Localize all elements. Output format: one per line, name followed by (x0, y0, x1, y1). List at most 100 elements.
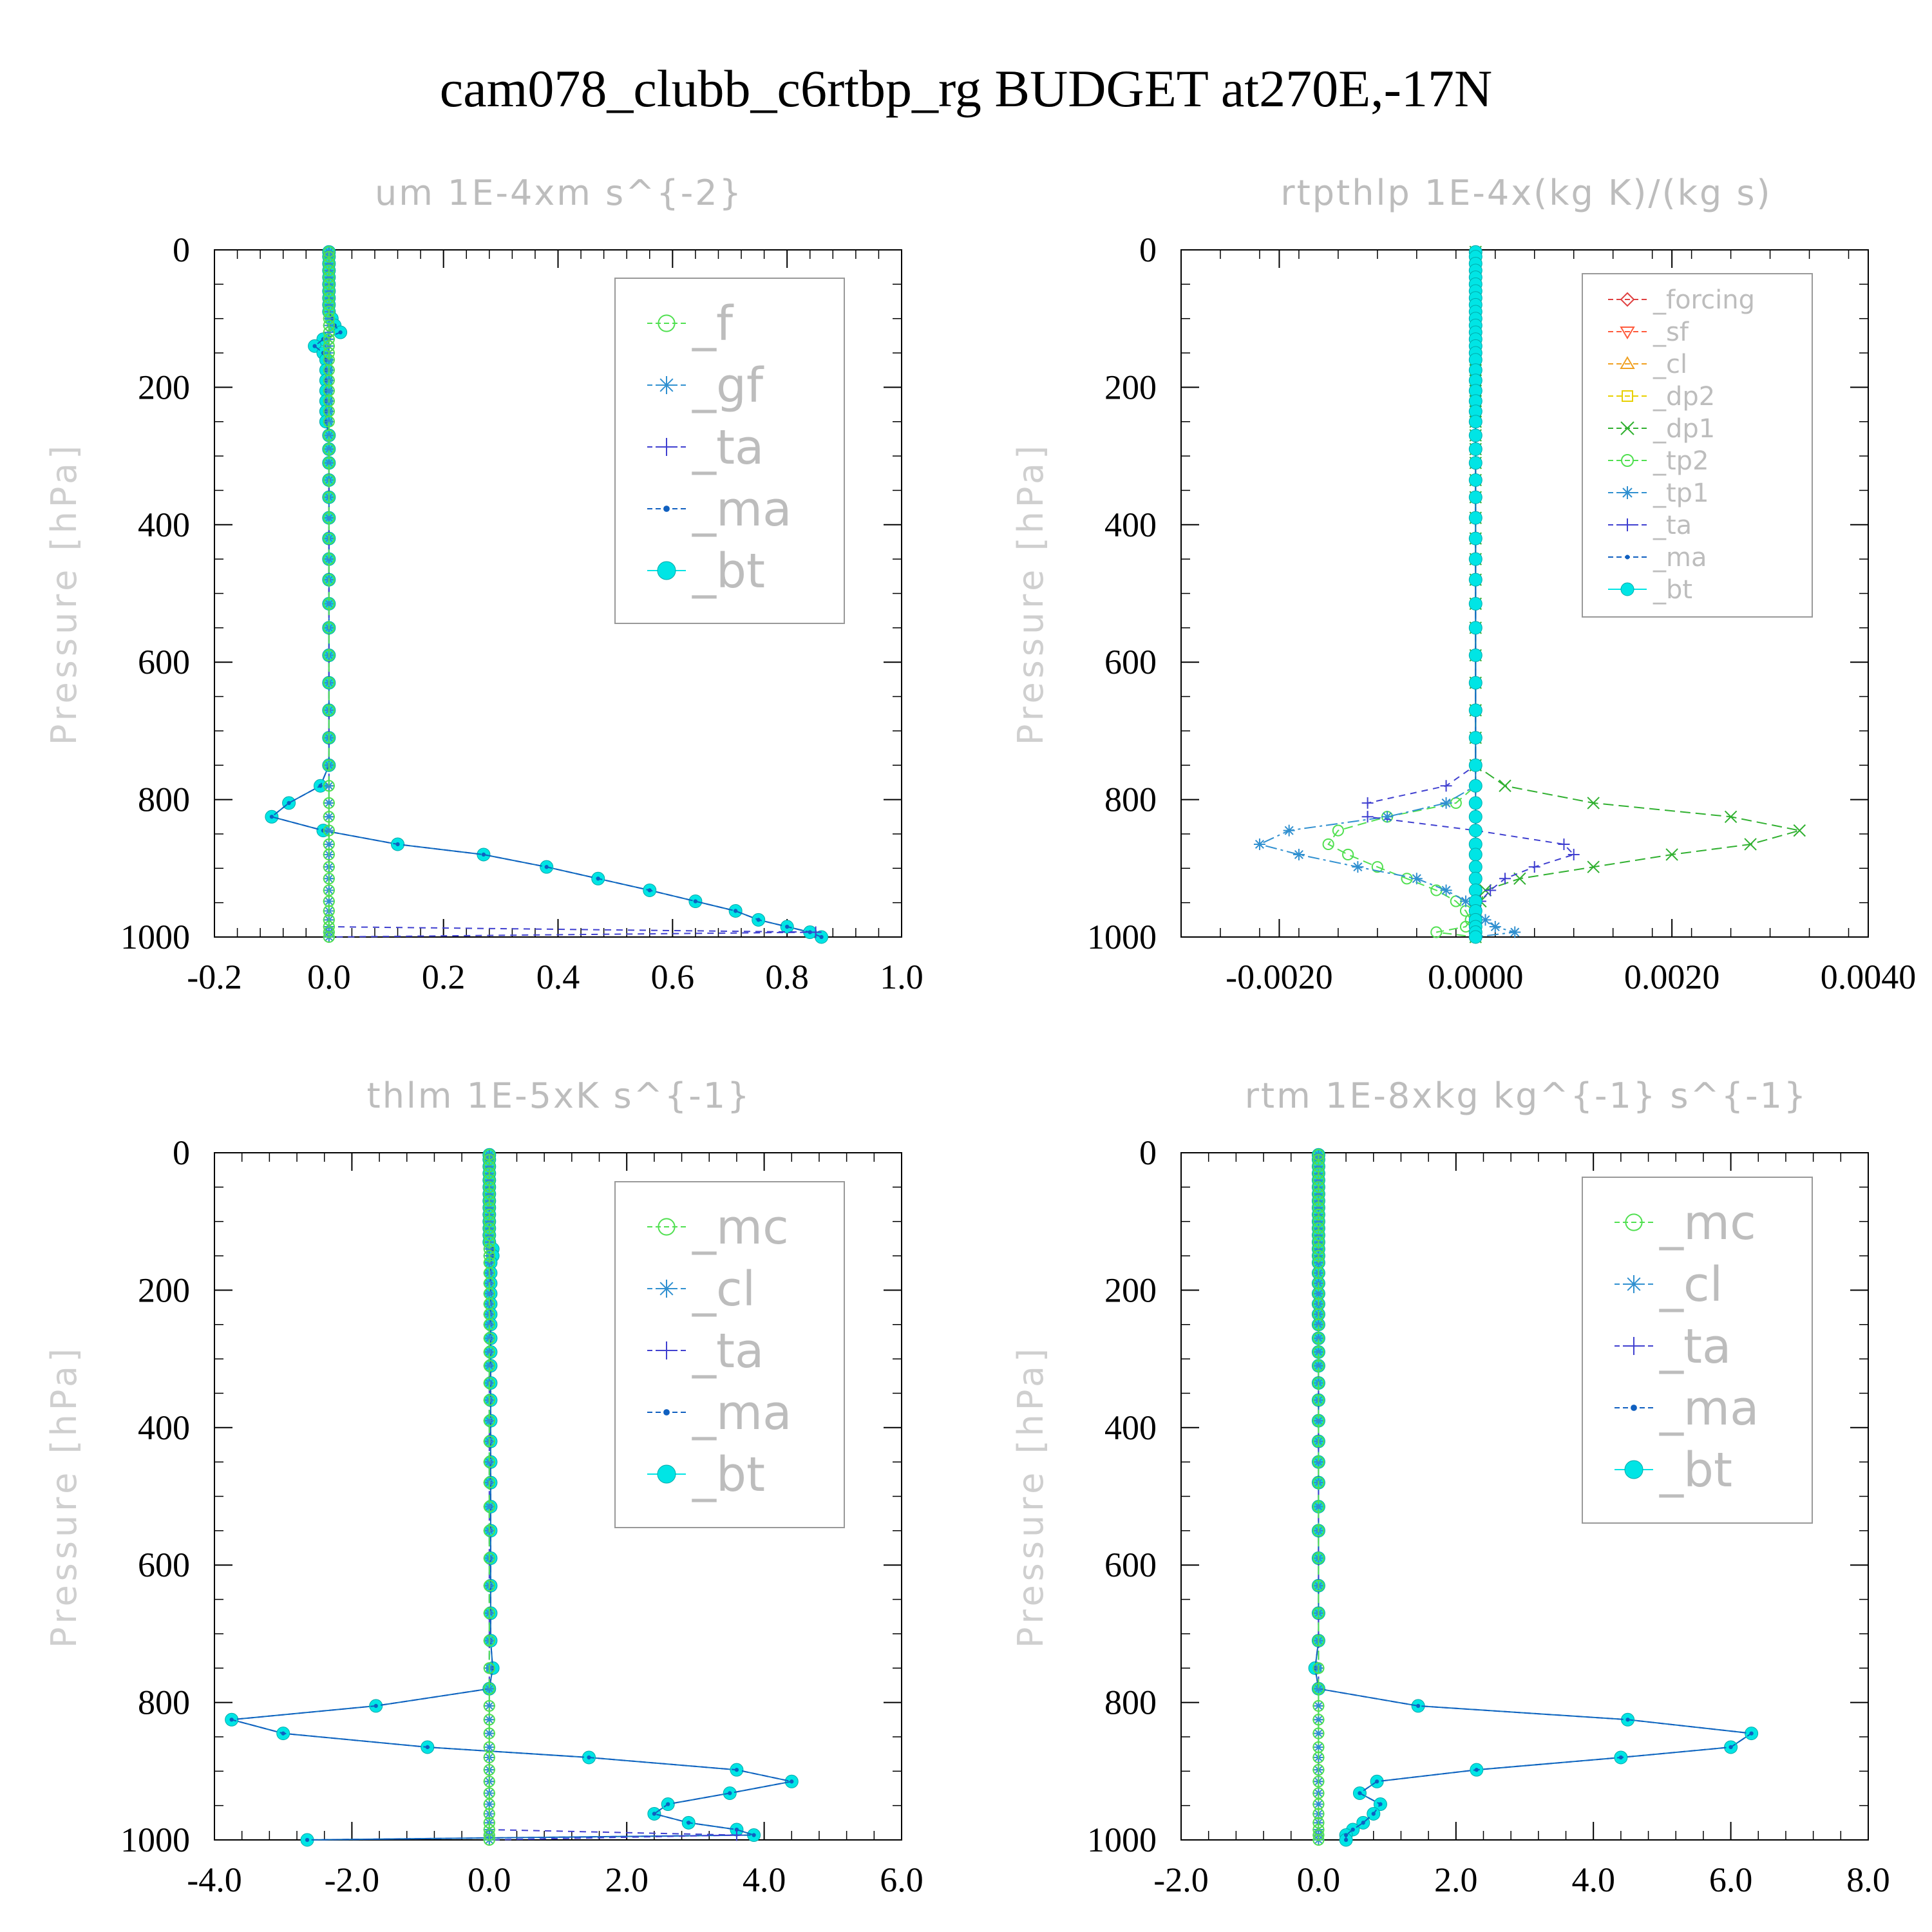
data-point-tp2 (1371, 861, 1383, 873)
data-point-mc (1312, 1167, 1325, 1180)
data-point-bt (1468, 779, 1482, 793)
data-point-mc (1312, 1683, 1325, 1695)
data-point-dp1 (1665, 848, 1678, 861)
data-point-mc (1312, 1552, 1325, 1564)
data-point-ma (666, 1802, 670, 1806)
legend-box (614, 278, 845, 624)
data-point-mc (1312, 1346, 1325, 1358)
data-point-cl (1312, 1798, 1325, 1810)
data-point-bt (1468, 649, 1482, 663)
data-point-ma (652, 1812, 657, 1816)
legend-marker-dp2 (1622, 390, 1633, 402)
data-point-ma (734, 1768, 739, 1772)
data-point-gf (323, 340, 335, 352)
legend-label-ta: _ta (1659, 1319, 1731, 1374)
legend-marker-bt (1620, 582, 1634, 596)
data-point-cl (483, 1456, 495, 1468)
data-point-mc (1312, 1727, 1325, 1739)
data-point-mc (1312, 1700, 1325, 1712)
data-point-ta (1558, 838, 1570, 850)
panel-um: um 1E-4xm s^{-2} 0 200 400 600 800 1000-0.2 0.… (44, 173, 923, 996)
legend-marker-bt (657, 561, 676, 580)
data-point-cl (1312, 1359, 1325, 1372)
x-tick-label: 8.0 (1846, 1861, 1890, 1899)
legend-marker-ta (658, 1341, 676, 1359)
data-point-cl (483, 1188, 495, 1200)
data-point-ma (281, 1731, 285, 1736)
y-tick-label: 400 (1104, 506, 1157, 544)
data-point-ma (1618, 1755, 1624, 1760)
data-point-tp2 (1430, 926, 1443, 938)
data-point-tp1 (1381, 811, 1394, 823)
data-point-mc (1312, 1202, 1325, 1214)
x-tick-label: 2.0 (605, 1861, 649, 1899)
data-point-bt (1468, 552, 1482, 566)
y-tick-label: 600 (1104, 1546, 1157, 1584)
data-point-tp1 (1253, 838, 1265, 850)
data-point-ma (1358, 1791, 1362, 1795)
data-point-ta (1361, 797, 1374, 809)
data-point-cl (483, 1243, 495, 1255)
x-tick-label: 0.4 (536, 958, 580, 996)
data-point-cl (483, 1332, 495, 1345)
data-point-mc (1312, 1188, 1325, 1200)
data-point-cl (1312, 1346, 1325, 1358)
data-point-f (323, 415, 335, 428)
data-point-f (323, 677, 335, 689)
y-axis-label: Pressure [hPa] (44, 442, 84, 745)
data-point-mc (1312, 1580, 1325, 1592)
data-point-mc (1312, 1456, 1325, 1468)
data-point-bt (1468, 930, 1482, 944)
data-point-cl (1312, 1700, 1325, 1712)
data-point-mc (483, 1167, 495, 1180)
data-point-ma (752, 1833, 756, 1837)
data-point-f (323, 780, 335, 792)
data-point-ma (1625, 1718, 1630, 1722)
data-point-f (323, 861, 335, 873)
legend-marker-forcing (1620, 292, 1635, 307)
data-point-ta (1361, 811, 1374, 823)
data-point-bt (1468, 415, 1482, 429)
data-point-bt (1468, 860, 1482, 874)
legend-label-ma: _ma (692, 1385, 791, 1441)
data-point-f (323, 319, 335, 332)
data-point-mc (483, 1662, 495, 1674)
data-point-mc (1312, 1634, 1325, 1647)
data-point-ma (318, 784, 323, 788)
data-point-ma (425, 1745, 430, 1750)
legend-box (1582, 273, 1813, 618)
data-point-mc (483, 1202, 495, 1214)
figure-title: cam078_clubb_c6rtbp_rg BUDGET at270E,-17… (440, 59, 1492, 118)
legend-label-ta: _ta (692, 1323, 764, 1379)
data-point-ta (1528, 861, 1540, 873)
data-point-cl (1312, 1229, 1325, 1242)
data-point-f (323, 574, 335, 586)
data-point-f (323, 553, 335, 565)
data-point-cl (483, 1202, 495, 1214)
data-point-f (323, 312, 335, 325)
data-point-mc (483, 1456, 495, 1468)
data-point-mc (1312, 1359, 1325, 1372)
data-point-ma (819, 934, 824, 940)
data-point-mc (1312, 1195, 1325, 1207)
data-point-gf (323, 598, 335, 610)
data-point-mc (483, 1552, 495, 1564)
y-tick-label: 800 (138, 1683, 190, 1722)
data-point-dp1 (1724, 810, 1738, 823)
x-tick-label: 0.0 (307, 958, 351, 996)
data-point-gf (323, 838, 335, 850)
data-point-mc (483, 1394, 495, 1406)
x-tick-label: 4.0 (743, 1861, 786, 1899)
data-point-mc (1312, 1229, 1325, 1242)
data-point-cl (483, 1359, 495, 1372)
data-point-mc (483, 1764, 495, 1776)
panel-title-um: um 1E-4xm s^{-2} (375, 173, 743, 213)
data-point-f (323, 258, 335, 270)
x-tick-label: 0.2 (422, 958, 466, 996)
data-point-mc (1312, 1222, 1325, 1235)
data-point-cl (483, 1501, 495, 1513)
data-point-mc (483, 1249, 495, 1262)
y-tick-label: 800 (1104, 1683, 1157, 1722)
legend-marker-sf (1620, 327, 1635, 339)
